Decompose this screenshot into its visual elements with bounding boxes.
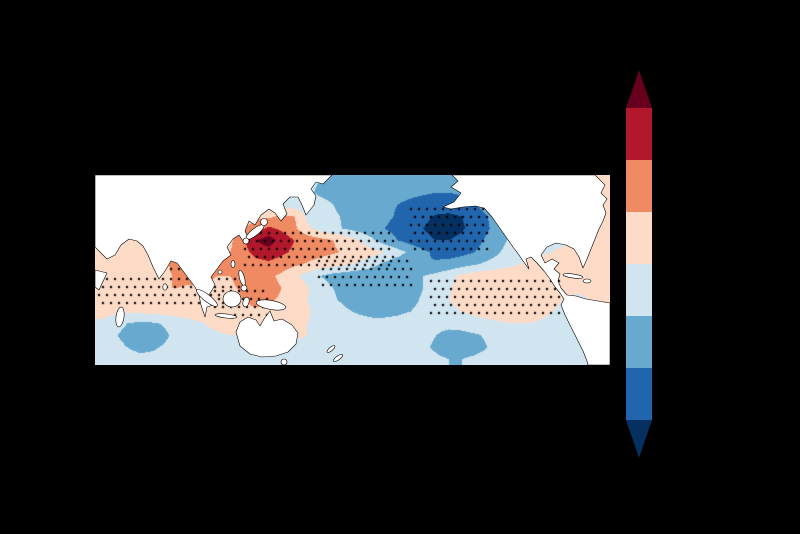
island-cuba <box>562 273 584 279</box>
island-new-guinea <box>255 299 287 311</box>
colorbar-segment-4 <box>626 264 652 316</box>
island-mindanao <box>240 284 248 292</box>
island-madagascar <box>115 306 125 328</box>
island-sulawesi <box>242 296 250 308</box>
colorbar-segment-3 <box>626 212 652 264</box>
colorbar-arrow-top <box>626 70 652 108</box>
island-japan-hokkaido <box>260 218 268 226</box>
island-hispaniola <box>582 278 592 284</box>
island-sri-lanka <box>162 283 168 291</box>
island-borneo <box>222 290 242 308</box>
land-overlay <box>95 175 610 365</box>
landmass-eurasia <box>95 175 333 318</box>
landmass-americas <box>442 175 610 365</box>
colorbar <box>626 70 652 458</box>
landmass-africa-horn <box>95 269 108 291</box>
island-tasmania <box>280 358 288 365</box>
island-sumatra <box>196 289 218 307</box>
colorbar-segment-1 <box>626 108 652 160</box>
colorbar-segment-5 <box>626 316 652 368</box>
colorbar-segment-6 <box>626 368 652 420</box>
island-hainan <box>217 269 223 275</box>
island-taiwan <box>230 260 236 268</box>
island-new-zealand-north <box>326 345 336 353</box>
island-new-zealand-south <box>333 354 343 362</box>
colorbar-segment-2 <box>626 160 652 212</box>
landmass-australia <box>235 310 299 358</box>
island-japan-kyushu <box>242 237 250 245</box>
colorbar-arrow-bottom <box>626 420 652 458</box>
island-java <box>214 313 238 319</box>
island-philippines <box>238 269 246 287</box>
map-panel <box>95 175 610 365</box>
